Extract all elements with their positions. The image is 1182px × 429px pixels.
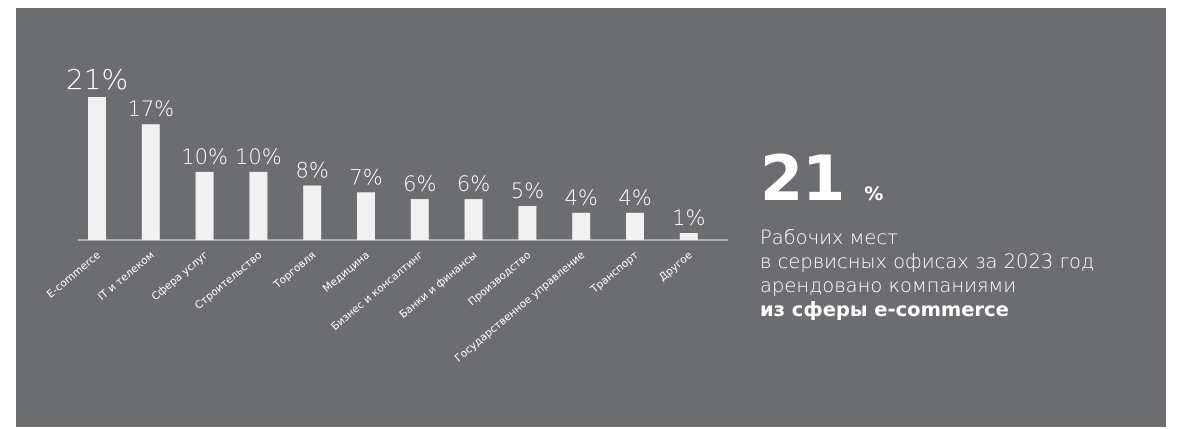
stat-unit: % [864,183,884,205]
bar-8 [464,199,483,240]
category-label-12: Другое [657,249,695,284]
value-label-1: 21% [66,63,128,96]
bar-3 [195,171,214,240]
bar-2 [141,124,160,240]
category-label-2: IT и телеком [96,249,157,303]
value-label-7: 6% [403,172,436,196]
value-label-3: 10% [181,145,228,169]
value-label-9: 5% [511,179,544,203]
stat-description: Рабочих мест в сервисных офисах за 2023 … [760,226,1094,322]
value-label-12: 1% [672,206,705,230]
bar-11 [626,212,644,240]
value-label-4: 10% [235,145,282,169]
bar-1 [88,97,106,240]
bar-12 [679,233,698,240]
category-label-1: E-commerce [45,249,103,301]
value-label-5: 8% [296,159,329,183]
value-label-6: 7% [349,165,382,189]
bar-6 [357,192,375,240]
stat-number-row: 21 % [760,148,1094,210]
infographic-panel: 21% 17% 10% 10% 8% 7% 6% 6% 5% 4% 4% 1% E-commerce I… [16,8,1166,427]
value-label-11: 4% [618,186,651,210]
category-label-11: Транспорт [588,249,641,296]
category-label-5: Торговля [271,249,318,291]
stat-desc-line-3: арендовано компаниями [760,274,1017,297]
stat-desc-line-1: Рабочих мест [760,226,898,249]
stat-desc-line-2: в сервисных офисах за 2023 год [760,250,1095,273]
bar-10 [572,212,591,240]
bar-4 [249,171,268,240]
bar-5 [303,185,322,240]
value-label-2: 17% [127,97,174,121]
category-label-7: Бизнес и консалтинг [329,249,426,333]
stat-block: 21 % Рабочих мест в сервисных офисах за … [760,148,1094,322]
bar-9 [518,206,537,240]
bar-7 [410,199,429,240]
stat-desc-line-4-highlight: из сферы e-commerce [760,298,1009,321]
category-label-6: Медицина [321,249,372,295]
bar-chart: 21%17% 10% 10% 8% 7% 6% 6% 5% 4% 4% 1% E-commerceI… [45,63,728,365]
value-label-8: 6% [457,172,490,196]
stat-number: 21 [760,142,845,215]
value-label-10: 4% [565,186,598,210]
